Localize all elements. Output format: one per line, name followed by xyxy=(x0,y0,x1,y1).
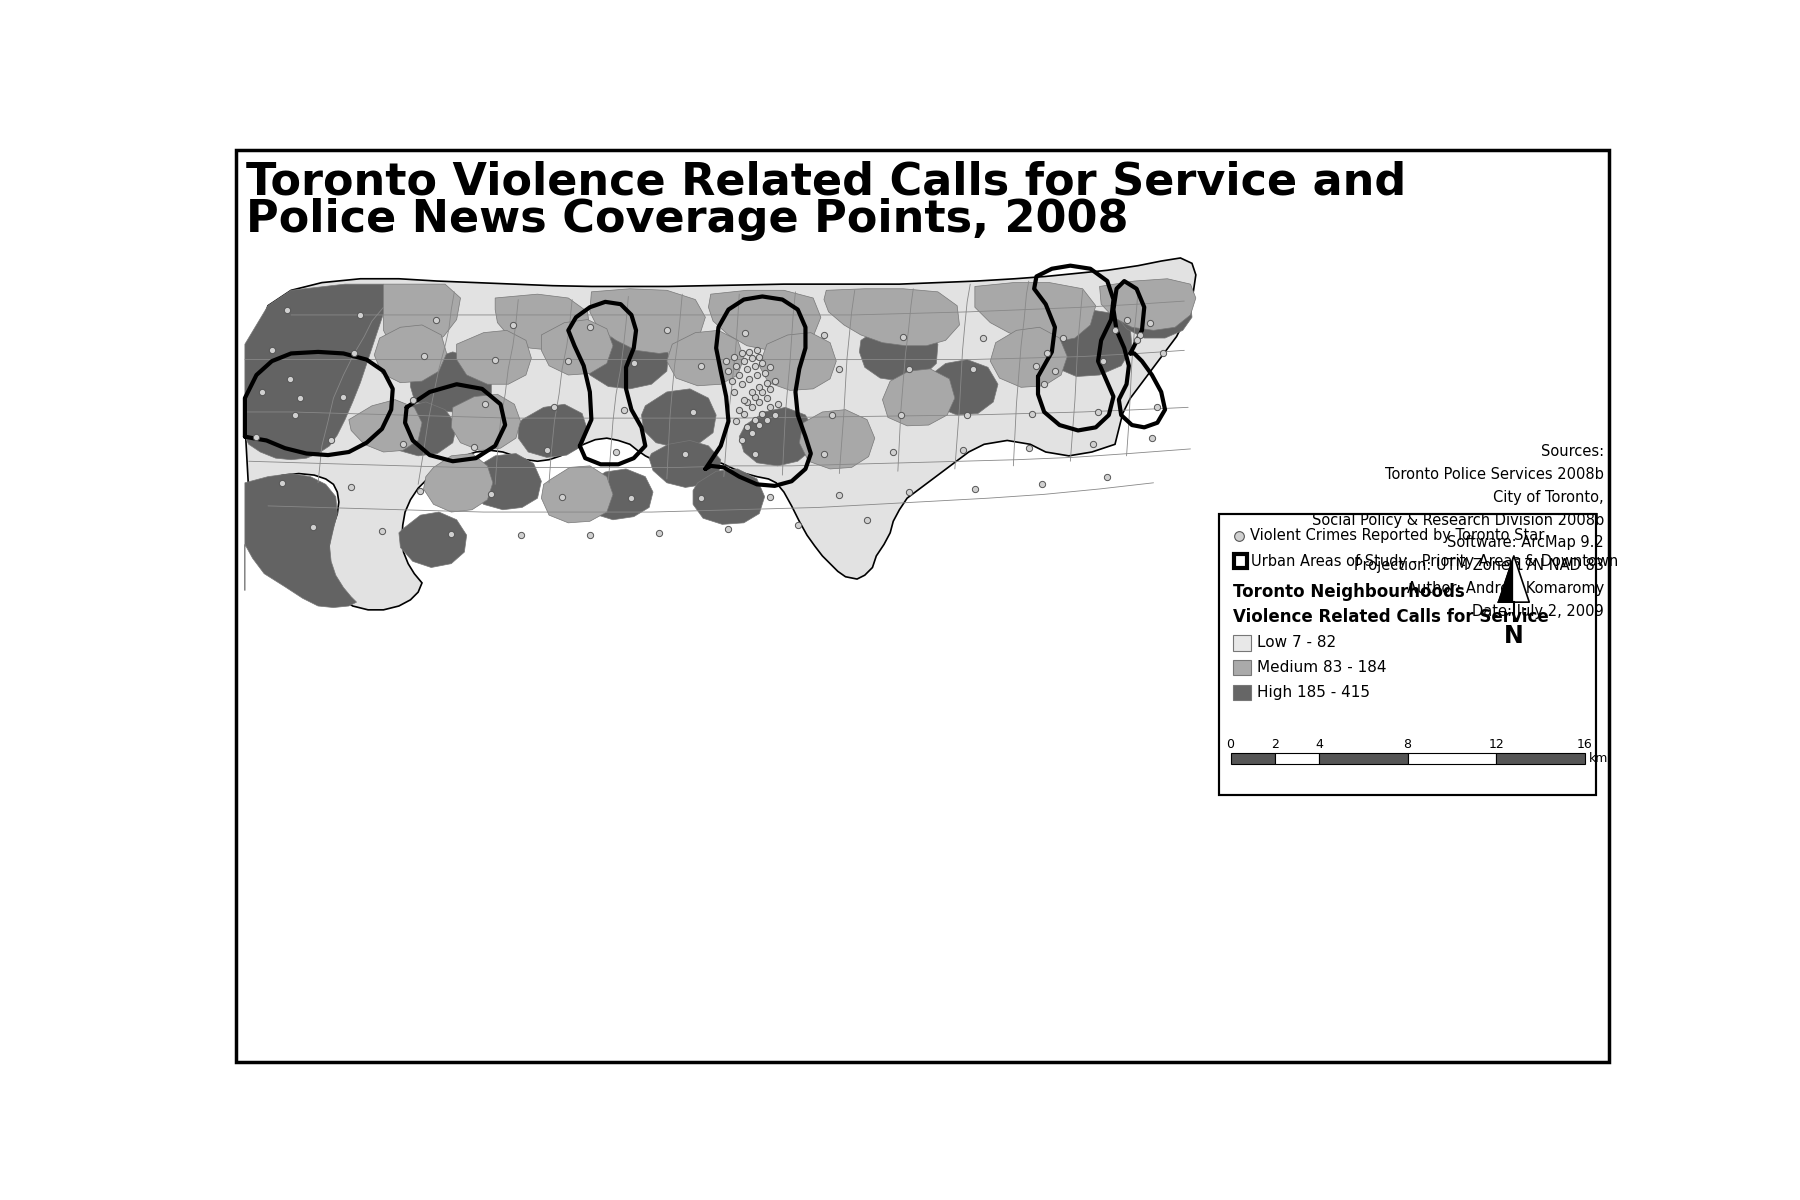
Text: Low 7 - 82: Low 7 - 82 xyxy=(1258,636,1337,650)
Bar xyxy=(1408,754,1496,764)
Text: 12: 12 xyxy=(1489,738,1505,751)
Polygon shape xyxy=(581,332,668,389)
Polygon shape xyxy=(709,290,821,350)
Polygon shape xyxy=(641,389,716,448)
Bar xyxy=(1319,754,1408,764)
Polygon shape xyxy=(383,402,457,456)
Polygon shape xyxy=(518,404,587,457)
Polygon shape xyxy=(1514,556,1530,602)
Polygon shape xyxy=(824,289,959,346)
Polygon shape xyxy=(650,440,720,487)
Polygon shape xyxy=(990,328,1067,388)
Bar xyxy=(1496,754,1584,764)
Polygon shape xyxy=(929,360,997,415)
Bar xyxy=(1233,660,1251,676)
Polygon shape xyxy=(859,323,938,382)
Text: 16: 16 xyxy=(1577,738,1593,751)
Polygon shape xyxy=(349,400,421,452)
Polygon shape xyxy=(457,330,531,384)
Polygon shape xyxy=(245,474,356,607)
Bar xyxy=(1233,684,1251,700)
Polygon shape xyxy=(590,289,706,354)
Text: 0: 0 xyxy=(1226,738,1235,751)
Text: 2: 2 xyxy=(1271,738,1278,751)
Polygon shape xyxy=(693,469,765,524)
Text: High 185 - 415: High 185 - 415 xyxy=(1258,685,1370,700)
Polygon shape xyxy=(799,409,875,469)
Polygon shape xyxy=(581,469,653,520)
Text: Urban Areas of Study - Priority Areas & Downtown: Urban Areas of Study - Priority Areas & … xyxy=(1251,554,1618,569)
Text: 4: 4 xyxy=(1316,738,1323,751)
Polygon shape xyxy=(1044,310,1132,377)
Text: Police News Coverage Points, 2008: Police News Coverage Points, 2008 xyxy=(247,198,1129,241)
Polygon shape xyxy=(882,368,954,426)
Polygon shape xyxy=(452,395,520,450)
Polygon shape xyxy=(245,284,383,460)
Polygon shape xyxy=(1498,556,1514,602)
Polygon shape xyxy=(760,332,837,390)
Polygon shape xyxy=(383,284,461,350)
Polygon shape xyxy=(976,282,1096,343)
Text: Violence Related Calls for Service: Violence Related Calls for Service xyxy=(1233,607,1548,625)
Polygon shape xyxy=(245,258,1195,610)
Polygon shape xyxy=(410,352,491,412)
Text: Medium 83 - 184: Medium 83 - 184 xyxy=(1258,660,1388,676)
Text: Sources:
Toronto Police Services 2008b
City of Toronto,
Social Policy & Research: Sources: Toronto Police Services 2008b C… xyxy=(1312,444,1604,619)
Text: 8: 8 xyxy=(1404,738,1411,751)
Polygon shape xyxy=(495,294,590,350)
Bar xyxy=(1233,554,1247,569)
Bar xyxy=(1274,754,1319,764)
Polygon shape xyxy=(374,325,446,383)
Polygon shape xyxy=(423,454,493,512)
Text: N: N xyxy=(1505,624,1525,648)
Polygon shape xyxy=(400,512,466,568)
Text: Toronto Violence Related Calls for Service and: Toronto Violence Related Calls for Servi… xyxy=(247,161,1406,204)
Polygon shape xyxy=(542,319,614,374)
Polygon shape xyxy=(470,454,542,510)
Text: Violent Crimes Reported by Toronto Star: Violent Crimes Reported by Toronto Star xyxy=(1249,528,1544,544)
Polygon shape xyxy=(1100,278,1195,330)
Bar xyxy=(1231,754,1274,764)
Text: Toronto Neighbourhoods: Toronto Neighbourhoods xyxy=(1233,583,1465,601)
Bar xyxy=(1219,514,1597,794)
Polygon shape xyxy=(666,330,743,385)
Bar xyxy=(1219,514,1597,794)
Bar xyxy=(1233,635,1251,650)
Polygon shape xyxy=(740,407,815,466)
Polygon shape xyxy=(542,466,614,523)
Polygon shape xyxy=(1118,294,1192,338)
Text: km: km xyxy=(1589,752,1609,764)
